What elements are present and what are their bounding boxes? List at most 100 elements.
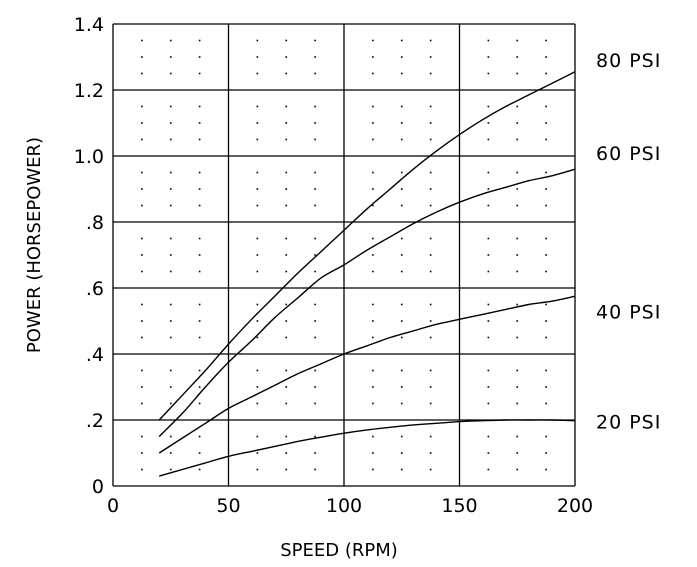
grid-dot <box>516 237 519 240</box>
grid-dot <box>545 254 547 256</box>
grid-dot <box>400 171 403 174</box>
grid-dot <box>372 435 374 438</box>
grid-dot <box>516 468 519 471</box>
grid-dot <box>256 204 259 207</box>
y-tick-label: 1.4 <box>74 14 104 36</box>
grid-dot <box>372 237 374 240</box>
grid-dot <box>285 39 288 42</box>
series-line-0 <box>158 71 576 421</box>
grid-dot <box>141 468 143 471</box>
grid-dot <box>429 105 432 108</box>
grid-dot <box>314 122 316 124</box>
grid-dot <box>487 72 490 75</box>
grid-dot <box>256 72 259 75</box>
grid-dot <box>198 171 201 174</box>
grid-dot <box>141 452 143 454</box>
grid-dot <box>285 386 288 388</box>
grid-dot <box>429 138 432 141</box>
grid-dot <box>314 72 316 75</box>
grid-dot <box>256 386 259 388</box>
grid-dot <box>372 138 374 141</box>
grid-dot <box>141 204 143 207</box>
grid-dot <box>169 468 172 471</box>
grid-dot <box>256 188 259 190</box>
grid-dot <box>429 171 432 174</box>
y-tick-label: 0 <box>92 476 104 498</box>
grid-dot <box>198 320 201 322</box>
grid-dot <box>256 336 259 339</box>
grid-dot <box>141 386 143 388</box>
grid-dot <box>256 402 259 405</box>
grid-dot <box>256 452 259 454</box>
dot-grid <box>141 39 547 471</box>
grid-dot <box>372 468 374 471</box>
grid-dot <box>256 122 259 124</box>
grid-dot <box>285 369 288 372</box>
grid-dot <box>400 402 403 405</box>
series-line-1 <box>158 168 576 437</box>
grid-dot <box>314 56 316 58</box>
grid-dot <box>372 386 374 388</box>
grid-dot <box>256 138 259 141</box>
grid-dot <box>372 56 374 58</box>
grid-dot <box>516 188 519 190</box>
grid-dot <box>169 72 172 75</box>
grid-dot <box>372 254 374 256</box>
grid-dot <box>372 320 374 322</box>
grid-dot <box>487 56 490 58</box>
grid-dot <box>516 138 519 141</box>
grid-dot <box>256 171 259 174</box>
grid-dot <box>516 105 519 108</box>
grid-dot <box>516 254 519 256</box>
grid-dot <box>372 336 374 339</box>
grid-dot <box>198 204 201 207</box>
grid-dot <box>256 105 259 108</box>
grid-dot <box>141 171 143 174</box>
grid-dot <box>429 39 432 42</box>
grid-dot <box>545 72 547 75</box>
grid-dot <box>285 270 288 273</box>
grid-dot <box>314 254 316 256</box>
grid-dot <box>429 237 432 240</box>
grid-dot <box>314 452 316 454</box>
grid-dot <box>198 39 201 42</box>
grid-dot <box>372 270 374 273</box>
grid-dot <box>141 270 143 273</box>
grid-dot <box>487 122 490 124</box>
series-label: 60 PSI <box>596 143 661 165</box>
grid-dot <box>400 188 403 190</box>
grid-dot <box>545 303 547 306</box>
x-tick-label: 100 <box>326 495 362 517</box>
y-tick-label: 1.0 <box>74 146 104 168</box>
grid-dot <box>314 171 316 174</box>
grid-dot <box>429 452 432 454</box>
grid-dot <box>487 171 490 174</box>
grid-dot <box>314 237 316 240</box>
grid-dot <box>372 105 374 108</box>
grid-dot <box>198 122 201 124</box>
x-tick-labels: 0 50 100 150 200 <box>107 495 593 517</box>
grid-dot <box>400 105 403 108</box>
y-axis-label: POWER (HORSEPOWER) <box>24 137 45 353</box>
grid-dot <box>516 402 519 405</box>
grid-dot <box>487 402 490 405</box>
grid-dot <box>314 386 316 388</box>
grid-dot <box>545 105 547 108</box>
grid-dot <box>141 303 143 306</box>
grid-dot <box>141 122 143 124</box>
grid-dot <box>141 254 143 256</box>
grid-dot <box>429 386 432 388</box>
grid-dot <box>429 369 432 372</box>
grid-dot <box>198 336 201 339</box>
grid-dot <box>429 188 432 190</box>
grid-dot <box>256 56 259 58</box>
grid-dot <box>429 468 432 471</box>
series-line-3 <box>159 419 576 477</box>
grid-dot <box>400 237 403 240</box>
grid-dot <box>372 369 374 372</box>
grid-dot <box>256 435 259 438</box>
grid-dot <box>256 39 259 42</box>
grid-dot <box>400 72 403 75</box>
grid-dot <box>516 435 519 438</box>
